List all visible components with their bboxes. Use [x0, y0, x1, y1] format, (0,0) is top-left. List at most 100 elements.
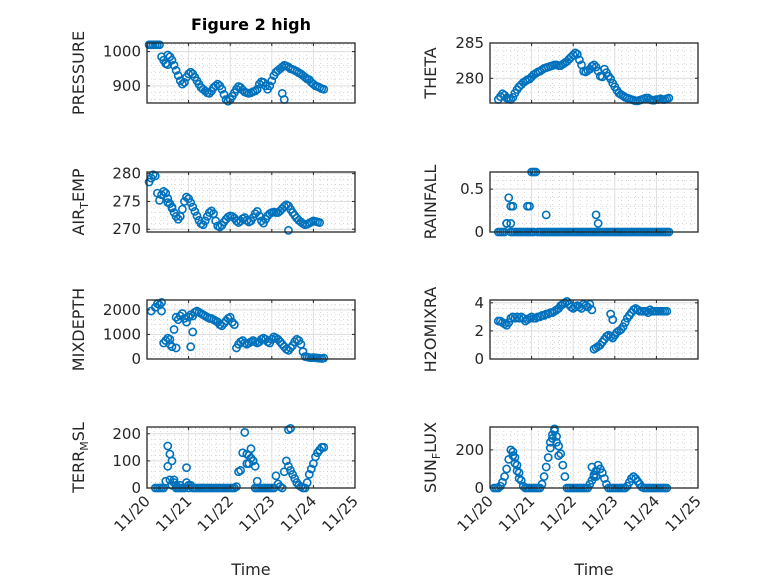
data-point: [589, 470, 599, 480]
y-tick-label: 100: [112, 452, 141, 470]
subplot-8: 0 200 SUNFLUX 11/2011/2111/2211/2311/2411/2…: [421, 422, 705, 579]
data-point: [180, 78, 189, 87]
data-point: [223, 96, 233, 106]
data-point: [514, 474, 524, 483]
data-points: [144, 170, 325, 235]
data-point: [502, 464, 512, 474]
data-point: [169, 60, 179, 70]
data-point: [188, 202, 198, 212]
subplot-2: 280 285 THETA: [421, 34, 699, 106]
data-point: [508, 447, 518, 457]
data-point: [568, 50, 578, 60]
data-point: [200, 216, 210, 226]
data-point: [171, 66, 181, 75]
data-point: [516, 475, 526, 485]
data-point: [163, 194, 173, 204]
data-point: [319, 84, 329, 94]
y-tick-label: 900: [112, 77, 141, 95]
data-point: [186, 198, 196, 207]
data-point: [525, 201, 534, 211]
data-point: [159, 187, 169, 196]
data-points: [146, 298, 329, 363]
data-point: [575, 55, 584, 65]
y-axis-label: PRESSURE: [69, 31, 88, 115]
data-point: [157, 306, 166, 316]
data-point: [169, 475, 179, 485]
data-point: [186, 342, 196, 352]
data-point: [248, 456, 258, 466]
data-point: [552, 437, 561, 447]
data-point: [558, 460, 568, 470]
subplot-3: 270 275 280 AIRTEMP: [69, 165, 356, 238]
axes-box: [146, 42, 356, 104]
axes-box: [146, 171, 356, 233]
y-tick-label: 270: [112, 220, 141, 238]
data-point: [508, 92, 518, 102]
y-tick-label: 280: [455, 69, 484, 87]
data-point: [500, 472, 509, 481]
data-point: [319, 442, 329, 452]
data-point: [171, 312, 181, 322]
axes-box: [489, 171, 699, 233]
x-tick-label: 11/21: [495, 492, 538, 535]
subplot-1: 900 1000 PRESSURE Figure 2 high: [69, 15, 356, 115]
y-tick-label: 0: [474, 479, 484, 497]
data-point: [589, 60, 599, 70]
data-point: [504, 318, 514, 327]
data-point: [545, 437, 555, 447]
x-tick-label: 11/23: [578, 492, 621, 535]
data-point: [177, 79, 187, 89]
y-tick-label: 275: [112, 192, 141, 210]
axes-box: [489, 299, 699, 360]
data-point: [177, 309, 187, 318]
data-point: [319, 353, 329, 363]
data-point: [204, 89, 214, 98]
data-point: [250, 86, 260, 96]
data-points: [493, 297, 672, 354]
data-point: [246, 444, 256, 454]
data-point: [256, 216, 266, 226]
data-point: [618, 322, 628, 332]
data-point: [184, 312, 193, 322]
y-tick-label: 280: [112, 165, 141, 183]
data-point: [225, 312, 235, 322]
subplot-5: 0 1000 2000 MIXDEPTH: [69, 288, 356, 371]
data-point: [315, 218, 325, 227]
plot-area: [490, 43, 698, 103]
data-point: [171, 480, 181, 490]
data-point: [514, 468, 524, 478]
y-tick-label: 285: [455, 34, 484, 52]
data-point: [167, 456, 177, 466]
data-point: [587, 305, 597, 315]
data-point: [608, 315, 618, 325]
data-point: [510, 453, 520, 462]
data-point: [175, 480, 185, 490]
data-point: [510, 458, 520, 468]
data-point: [184, 480, 193, 490]
data-point: [591, 210, 601, 220]
y-axis-label: THETA: [421, 47, 440, 99]
y-tick-label: 2: [474, 322, 484, 340]
data-point: [306, 464, 316, 474]
y-axis-label: H2OMIXRA: [421, 287, 440, 373]
data-point: [236, 465, 245, 475]
data-point: [267, 76, 277, 86]
data-point: [593, 219, 603, 228]
y-axis-label: AIRTEMP: [69, 168, 91, 235]
data-point: [591, 472, 601, 481]
data-point: [541, 210, 551, 220]
data-point: [167, 202, 177, 212]
data-point: [192, 211, 202, 221]
data-point: [265, 81, 275, 91]
data-point: [539, 472, 549, 481]
y-tick-label: 0.5: [460, 180, 484, 198]
data-point: [163, 461, 173, 471]
y-tick-label: 1000: [103, 43, 141, 61]
data-point: [512, 460, 522, 470]
y-tick-label: 200: [112, 425, 141, 443]
data-point: [155, 40, 164, 50]
data-point: [508, 451, 518, 460]
data-point: [240, 428, 250, 437]
y-tick-label: 200: [455, 441, 484, 459]
data-point: [506, 445, 516, 455]
